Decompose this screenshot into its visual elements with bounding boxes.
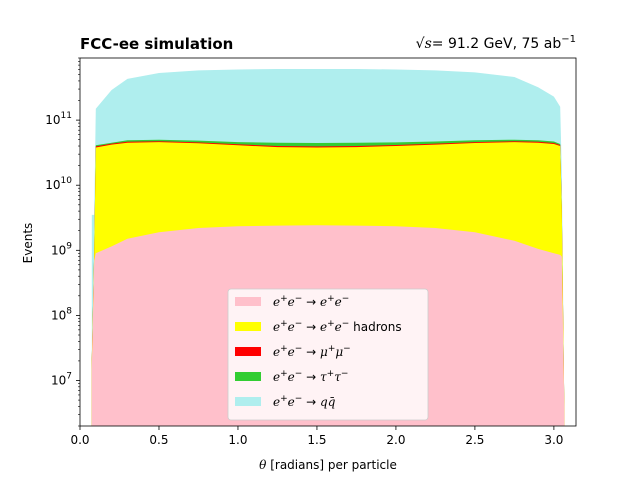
x-tick-label-4: 2.0 [386,433,405,447]
x-tick-label-1: 0.5 [149,433,168,447]
title-luminosity-exponent: −1 [561,34,576,45]
legend-label-2: e+e− → μ+μ− [273,344,351,359]
y-tick-label-0: 107 [51,372,72,388]
y-tick-label-2: 109 [51,241,72,257]
plot-frame [79,57,577,427]
title-energy-value: = 91.2 GeV, 75 ab [432,36,562,52]
legend-swatch-1 [235,322,261,331]
x-tick-label-5: 2.5 [465,433,484,447]
x-axis-label-text: [radians] per particle [266,458,396,472]
legend-box [227,288,429,421]
x-axis-label: θ [radians] per particle [259,458,397,472]
legend-swatch-4 [235,397,261,406]
x-tick-label-3: 1.5 [307,433,326,447]
y-tick-label-3: 1010 [45,176,72,192]
legend-swatch-2 [235,347,261,356]
sqrt-s-symbol: √s [416,36,432,52]
legend-label-1: e+e− → e+e− hadrons [273,319,402,334]
plot-area [91,69,565,426]
legend-swatch-3 [235,372,261,381]
axes: 0.0 0.5 1.0 1.5 2.0 2.5 3.0 107 108 109 1010 1011 [45,57,577,447]
x-tick-label-2: 1.0 [228,433,247,447]
x-tick-label-0: 0.0 [70,433,89,447]
chart-title-left: FCC-ee simulation [80,35,233,53]
chart-title-right: √s= 91.2 GeV, 75 ab−1 [416,34,576,52]
legend-swatch-0 [235,297,261,306]
legend-label-0: e+e− → e+e− [273,294,349,309]
x-axis-label-theta: θ [259,458,267,472]
y-axis-label: Events [21,223,35,264]
y-tick-label-1: 108 [51,306,72,322]
legend-label-4: e+e− → qq̄ [273,394,336,409]
x-tick-label-6: 3.0 [544,433,563,447]
legend-label-3: e+e− → τ+τ− [273,369,348,384]
y-tick-label-4: 1011 [45,111,72,127]
legend: e+e− → e+e− e+e− → e+e− hadrons e+e− → μ+μ… [227,288,429,421]
